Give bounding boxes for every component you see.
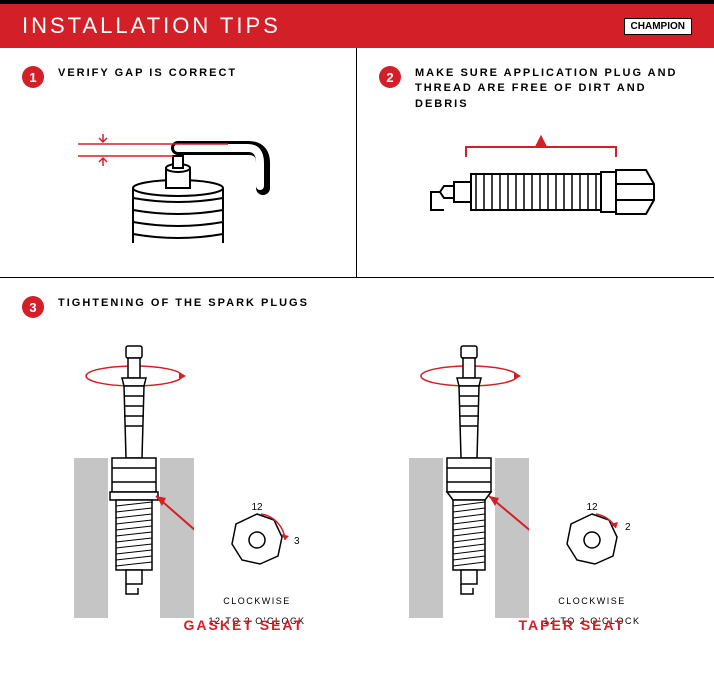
taper-clock: 12 2 CLOCKWISE 12 TO 2 O'CLOCK [544,502,641,628]
panel-step-3: 3 TIGHTENING OF THE SPARK PLUGS [0,278,714,646]
step-1-text: VERIFY GAP IS CORRECT [58,66,237,81]
step-2-text: MAKE SURE APPLICATION PLUG AND THREAD AR… [415,66,692,112]
step-3-text: TIGHTENING OF THE SPARK PLUGS [58,296,309,311]
champion-logo: CHAMPION [624,18,692,35]
panel-step-2: 2 MAKE SURE APPLICATION PLUG AND THREAD … [357,48,714,277]
gasket-clock: 12 3 CLOCKWISE 12 TO 3 O'CLOCK [209,502,306,628]
step-2-head: 2 MAKE SURE APPLICATION PLUG AND THREAD … [379,66,692,112]
svg-text:2: 2 [625,522,631,533]
top-row: 1 VERIFY GAP IS CORRECT [0,48,714,278]
svg-text:12: 12 [251,502,263,513]
step-3-badge: 3 [22,296,44,318]
taper-clock-dir: CLOCKWISE [544,595,641,608]
header-bar: INSTALLATION TIPS CHAMPION [0,4,714,48]
taper-group: 12 2 CLOCKWISE 12 TO 2 O'CLOCK TAPER SEA… [409,338,641,628]
gasket-group: 12 3 CLOCKWISE 12 TO 3 O'CLOCK GASKET SE… [74,338,306,628]
step-3-head: 3 TIGHTENING OF THE SPARK PLUGS [22,296,692,318]
taper-seat-label: TAPER SEAT [519,617,626,633]
step-1-illustration [22,98,334,248]
gasket-plug-icon [74,338,194,628]
step-2-badge: 2 [379,66,401,88]
svg-text:3: 3 [294,536,300,547]
gasket-seat-label: GASKET SEAT [184,617,305,633]
step-2-illustration [379,122,692,252]
step-1-badge: 1 [22,66,44,88]
svg-text:12: 12 [586,502,598,513]
taper-plug-icon [409,338,529,628]
panel-step-1: 1 VERIFY GAP IS CORRECT [0,48,357,277]
gasket-clock-dir: CLOCKWISE [209,595,306,608]
tightening-row: 12 3 CLOCKWISE 12 TO 3 O'CLOCK GASKET SE… [22,338,692,628]
page-title: INSTALLATION TIPS [22,13,281,39]
step-1-head: 1 VERIFY GAP IS CORRECT [22,66,334,88]
